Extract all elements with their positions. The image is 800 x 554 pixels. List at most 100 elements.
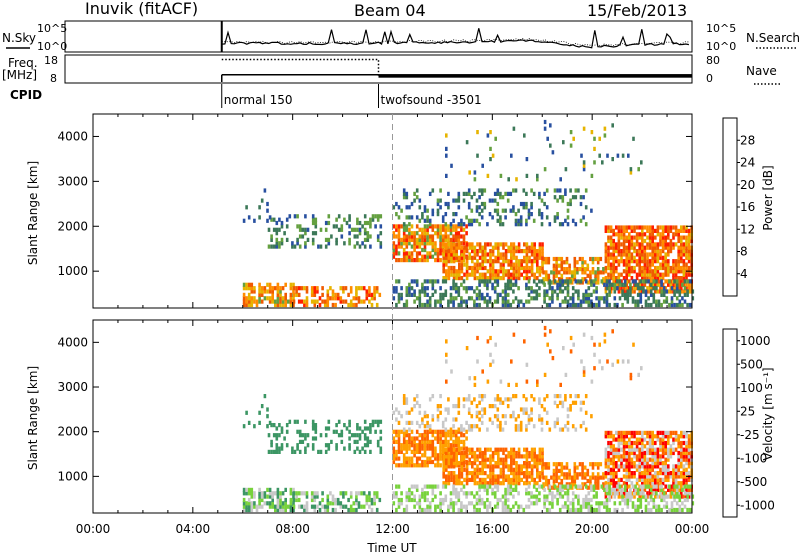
velocity-cell-886 [538,454,542,459]
power-cell-224 [293,244,297,249]
velocity-cell-1553 [392,501,396,506]
power-cell-551 [457,231,461,236]
velocity-cell-1193 [633,461,636,466]
velocity-cell-1802 [566,491,570,496]
power-cell-204 [275,241,279,246]
velocity-cell-1875 [613,491,617,496]
velocity-cell-641 [460,467,464,472]
power-cell-2172 [556,198,559,203]
power-cell-42 [266,296,269,301]
velocity-cell-1286 [648,471,652,476]
velocity-cell-1455 [677,481,680,486]
power-cell-1113 [620,272,623,277]
power-cell-451 [426,224,429,229]
velocity-cell-1359 [659,440,662,446]
power-cell-2024 [428,222,432,227]
power-cell-742 [494,272,497,277]
power-cell-1286 [648,265,652,271]
power-cell-1650 [457,286,461,291]
velocity-cell-1871 [610,487,614,492]
velocity-cell-880 [536,454,539,459]
velocity-cell-94 [292,504,296,509]
velocity-cell-1378 [661,430,665,435]
velocity-cell-755 [497,450,500,456]
velocity-cell-524 [449,443,453,448]
x-tick-label-12: 12:00 [375,522,410,536]
power-cell-461 [431,241,435,246]
velocity-cell-452 [428,459,432,465]
power-cell-670 [471,255,474,260]
velocity-cell-1306 [651,457,654,462]
power-cell-1074 [612,245,615,250]
velocity-cell-7 [245,504,248,509]
power-cell-2064 [467,218,471,223]
power-cell-1608 [428,296,432,301]
velocity-cell-1390 [664,447,667,452]
power-cell-2116 [504,191,507,196]
velocity-cell-1937 [655,504,658,509]
nsearch-label: N.Search [746,31,800,45]
power-cell-2141 [525,201,528,207]
power-cell-1294 [648,232,652,237]
velocity-cell-104 [300,491,304,496]
velocity-cell-81 [289,507,293,513]
velocity-cell-1520 [687,487,691,492]
power-cell-1838 [590,299,593,304]
velocity-cell-1935 [652,484,656,489]
velocity-cell-830 [520,454,523,459]
velocity-cell-97 [295,497,298,503]
velocity-cell-1594 [421,491,424,496]
power-cell-2213 [473,170,477,175]
power-cell-1762 [543,296,546,301]
velocity-cell-2209 [450,369,453,374]
power-cell-64 [276,282,280,287]
velocity-cell-2030 [436,417,440,422]
power-cell-1589 [418,296,422,301]
velocity-cell-2179 [561,400,565,405]
velocity-cell-495 [441,443,445,448]
power-cell-1180 [630,245,634,250]
power-cell-658 [465,249,469,254]
power-cell-610 [450,245,453,250]
power-cell-1658 [465,302,468,308]
velocity-cell-1234 [641,474,644,479]
velocity-cell-589 [445,461,448,466]
velocity-cell-1704 [496,497,500,503]
power-cell-1417 [669,249,673,254]
power-cell-423 [418,234,422,239]
velocity-cell-1763 [543,497,546,503]
power-cell-424 [418,227,422,232]
power-cell-643 [460,255,464,260]
velocity-cell-204 [275,446,279,451]
velocity-cell-895 [541,454,544,459]
power-cell-354 [397,258,401,263]
velocity-cell-2212 [473,382,477,387]
velocity-cell-349 [395,453,398,458]
velocity-cell-692 [478,477,482,482]
velocity-cell-114 [310,497,314,503]
velocity-cell-2006 [410,420,414,425]
power-cell-1897 [629,286,632,291]
velocity-cell-1480 [680,447,683,452]
power-cell-289 [356,234,359,239]
power-cell-487 [439,234,442,239]
power-cell-310 [369,234,372,239]
power-cell-36 [260,292,264,297]
velocity-cell-375 [402,436,406,441]
power-cell-201 [272,227,276,232]
power-cell-2269 [629,167,633,172]
power-cell-2229 [523,133,526,138]
velocity-cell-902 [542,462,545,467]
power-cell-1600 [423,279,427,284]
power-cell-1212 [635,225,639,230]
velocity-cell-1453 [677,487,680,492]
power-cell-695 [478,255,482,260]
power-cell-2026 [428,191,432,196]
velocity-cell-4 [242,491,246,496]
velocity-cell-1910 [636,487,640,492]
velocity-cell-144 [334,501,337,506]
velocity-cell-280 [348,436,351,441]
velocity-cell-2129 [517,424,520,429]
power-cell-1446 [674,259,678,264]
power-cell-876 [536,262,539,267]
